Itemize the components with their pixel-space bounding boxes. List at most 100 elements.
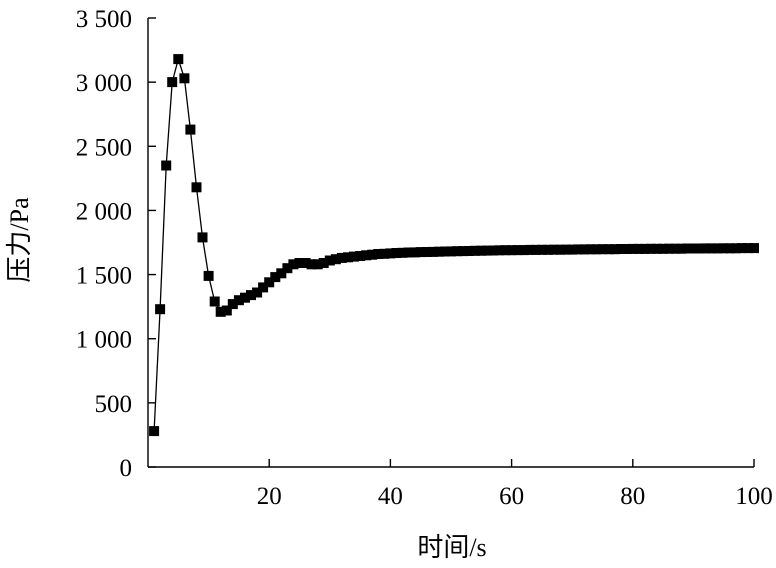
data-point-marker: [452, 246, 463, 257]
x-tick-label: 60: [499, 483, 524, 510]
data-point-marker: [161, 160, 172, 171]
data-point-marker: [506, 245, 517, 256]
data-point-marker: [549, 244, 559, 255]
data-point-marker: [652, 243, 662, 254]
data-point-marker: [482, 245, 493, 256]
data-point-marker: [349, 251, 359, 262]
data-point-marker: [343, 252, 353, 263]
data-point-marker: [639, 243, 650, 254]
data-point-marker: [379, 248, 390, 259]
data-point-marker: [458, 246, 469, 257]
data-point-marker: [536, 244, 547, 255]
data-point-marker: [439, 246, 450, 257]
y-tick-label: 2 500: [76, 134, 132, 161]
data-point-marker: [185, 124, 196, 135]
data-point-marker: [227, 299, 238, 310]
data-point-marker: [476, 245, 487, 256]
data-point-marker: [318, 258, 329, 268]
y-axis-ticks: 0 500 1 000 1 500 2 000 2 500 3 000 3 500: [76, 6, 156, 482]
data-point-marker: [446, 246, 456, 257]
data-point-marker: [355, 251, 366, 261]
y-tick-label: 2 000: [76, 198, 132, 225]
data-point-marker: [736, 243, 747, 254]
data-point-marker: [627, 243, 638, 254]
data-point-marker: [361, 250, 372, 261]
data-point-marker: [749, 243, 759, 254]
data-point-marker: [385, 248, 396, 259]
data-point-marker: [609, 244, 620, 255]
data-point-marker: [288, 259, 299, 270]
data-point-marker: [646, 243, 656, 254]
data-point-marker: [403, 247, 414, 258]
data-point-marker: [215, 306, 226, 317]
data-point-marker: [409, 247, 420, 258]
data-point-marker: [530, 244, 541, 255]
data-point-marker: [300, 258, 311, 268]
data-point-marker: [433, 246, 444, 257]
data-point-marker: [579, 244, 590, 255]
data-point-marker: [197, 232, 208, 243]
data-point-marker: [203, 270, 214, 281]
data-point-marker: [518, 245, 529, 256]
data-point-marker: [173, 54, 184, 65]
data-point-marker: [470, 245, 481, 256]
data-point-marker: [597, 244, 608, 255]
data-point-marker: [706, 243, 717, 254]
data-point-marker: [191, 182, 202, 193]
data-point-marker: [179, 73, 190, 84]
data-point-marker: [391, 248, 402, 258]
x-tick-label: 100: [735, 483, 773, 510]
data-point-marker: [742, 243, 753, 254]
y-tick-label: 3 500: [76, 6, 132, 33]
data-point-marker: [688, 243, 699, 254]
data-point-marker: [415, 247, 426, 258]
data-point-marker: [294, 258, 305, 268]
data-point-marker: [633, 243, 644, 254]
data-point-marker: [488, 245, 499, 256]
data-point-marker: [324, 255, 335, 266]
data-point-marker: [276, 268, 287, 279]
data-point-marker: [700, 243, 711, 254]
data-point-marker: [155, 304, 166, 315]
data-point-marker: [664, 243, 675, 254]
data-point-marker: [252, 287, 263, 298]
data-point-marker: [555, 244, 566, 255]
data-point-marker: [730, 243, 741, 254]
data-point-marker: [464, 246, 475, 256]
data-point-marker: [494, 245, 505, 256]
x-tick-label: 80: [620, 483, 645, 510]
data-point-marker: [712, 243, 723, 254]
data-point-marker: [658, 243, 669, 254]
data-point-marker: [694, 243, 705, 254]
y-axis-label: 压力/Pa: [5, 197, 34, 283]
data-point-marker: [603, 244, 614, 255]
data-point-marker: [591, 244, 602, 255]
data-point-marker: [221, 305, 232, 316]
y-tick-label: 0: [120, 455, 133, 482]
data-point-marker: [167, 77, 178, 88]
data-point-marker: [427, 246, 438, 257]
data-point-marker: [246, 290, 256, 301]
data-point-marker: [670, 243, 681, 254]
data-point-marker: [282, 263, 293, 274]
data-point-marker: [543, 244, 553, 255]
data-point-marker: [724, 243, 735, 254]
y-tick-label: 1 000: [76, 327, 132, 354]
data-point-marker: [682, 243, 693, 254]
data-point-marker: [524, 244, 535, 255]
data-point-marker: [373, 249, 384, 259]
data-point-marker: [397, 247, 408, 258]
x-tick-label: 20: [257, 483, 282, 510]
data-point-marker: [500, 245, 511, 256]
data-point-marker: [512, 245, 523, 256]
data-point-marker: [233, 295, 244, 306]
x-axis-ticks: 20 40 60 80 100: [257, 459, 773, 510]
data-point-marker: [676, 243, 687, 254]
data-point-marker: [336, 252, 347, 263]
data-point-marker: [718, 243, 729, 254]
data-point-marker: [561, 244, 572, 255]
data-point-marker: [621, 244, 632, 254]
data-point-marker: [585, 244, 596, 255]
data-point-marker: [306, 259, 317, 270]
x-axis-label: 时间/s: [417, 533, 486, 562]
